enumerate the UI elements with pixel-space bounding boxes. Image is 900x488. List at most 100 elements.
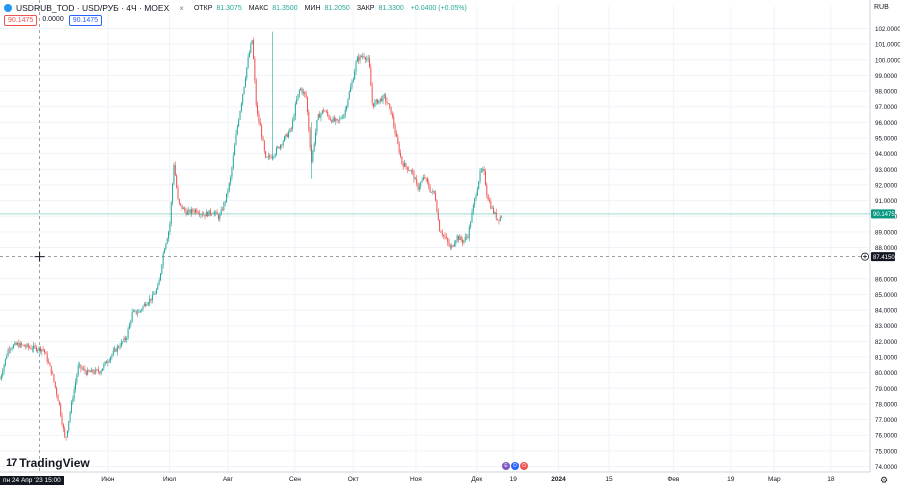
- candle-body: [139, 310, 141, 312]
- candle-body: [439, 219, 441, 232]
- dividend-marker-icon[interactable]: D: [520, 462, 528, 470]
- candle-body: [350, 87, 352, 92]
- candle-body: [270, 156, 272, 159]
- candle-body: [351, 82, 353, 88]
- candle-body: [217, 214, 219, 219]
- candle-body: [228, 182, 230, 192]
- candle-body: [441, 232, 443, 236]
- candle-body: [57, 394, 59, 401]
- candle-body: [238, 119, 240, 127]
- candle-body: [14, 342, 16, 345]
- candle-body: [269, 155, 271, 157]
- candle-body: [133, 310, 135, 313]
- candle-body: [471, 212, 473, 223]
- high-label: МАКС: [248, 4, 269, 12]
- candle-body: [499, 216, 501, 221]
- candle-body: [141, 309, 143, 311]
- y-tick-label: 99.0000: [875, 73, 898, 80]
- candle-body: [421, 180, 423, 183]
- candle-body: [316, 119, 318, 133]
- candle-body: [240, 103, 242, 111]
- candle-body: [159, 273, 161, 281]
- candle-body: [278, 146, 280, 149]
- candle-body: [487, 195, 489, 201]
- candle-body: [347, 99, 349, 107]
- candle-body: [177, 187, 179, 199]
- candle-body: [235, 133, 237, 146]
- candle-body: [456, 235, 458, 241]
- candle-body: [62, 424, 64, 429]
- candle-body: [39, 347, 41, 352]
- candle-body: [425, 178, 427, 179]
- candle-body: [348, 91, 350, 100]
- candle-body: [422, 177, 424, 181]
- x-tick-label: Мар: [768, 476, 781, 483]
- candle-body: [327, 112, 329, 116]
- candle-body: [363, 56, 365, 58]
- earnings-marker-icon[interactable]: E: [502, 462, 510, 470]
- gear-icon[interactable]: ⚙: [879, 475, 889, 485]
- candle-body: [352, 79, 354, 83]
- candle-body: [239, 110, 241, 120]
- x-tick-label: 19: [510, 476, 518, 483]
- candle-body: [45, 352, 47, 354]
- candle-body: [15, 342, 17, 345]
- candle-body: [37, 350, 39, 351]
- candle-body: [474, 198, 476, 205]
- candle-body: [354, 71, 356, 80]
- close-value: 81.3300: [378, 4, 404, 12]
- candle-body: [279, 144, 281, 149]
- x-tick-label: 19: [727, 476, 735, 483]
- currency-label[interactable]: RUB: [874, 4, 889, 11]
- symbol-title[interactable]: USDRUB_TOD · USD/РУБ · 4Ч · MOEX: [16, 3, 170, 13]
- candle-body: [300, 88, 302, 91]
- buy-price-box[interactable]: 90.1475: [68, 15, 103, 26]
- candle-body: [34, 345, 36, 347]
- candle-body: [362, 56, 364, 57]
- candle-body: [172, 183, 174, 203]
- candle-body: [381, 98, 383, 102]
- candle-body: [329, 118, 331, 121]
- candle-body: [378, 100, 380, 104]
- candle-body: [72, 399, 74, 403]
- candle-body: [296, 99, 298, 104]
- candle-body: [77, 365, 79, 375]
- candle-body: [293, 116, 295, 121]
- spread-value: 0.0000: [41, 15, 65, 26]
- candle-body: [85, 371, 87, 375]
- candle-body: [31, 349, 33, 350]
- candle-body: [317, 114, 319, 120]
- candle-body: [111, 354, 113, 358]
- candle-body: [387, 103, 389, 105]
- candle-body: [250, 44, 252, 53]
- candle-body: [479, 170, 481, 182]
- candle-body: [104, 361, 106, 365]
- candle-body: [130, 321, 132, 325]
- candle-body: [375, 99, 377, 102]
- y-tick-label: 101.0000: [875, 42, 900, 49]
- y-tick-label: 96.0000: [875, 120, 898, 127]
- candle-body: [49, 362, 51, 366]
- candle-body: [166, 238, 168, 244]
- candle-body: [88, 369, 90, 372]
- candle-body: [463, 240, 465, 243]
- tradingview-logo[interactable]: 17 TradingView: [6, 456, 90, 470]
- candle-body: [321, 110, 323, 114]
- candle-body: [146, 304, 148, 306]
- candle-body: [498, 219, 500, 221]
- candle-body: [453, 243, 455, 247]
- candle-body: [161, 265, 163, 274]
- close-icon[interactable]: ×: [179, 3, 184, 13]
- sell-price-box[interactable]: 90.1475: [4, 15, 38, 26]
- candle-body: [253, 40, 255, 59]
- candle-body: [333, 117, 335, 122]
- dividend-marker-icon[interactable]: D: [511, 462, 519, 470]
- candle-body: [27, 344, 29, 348]
- candle-body: [201, 214, 203, 215]
- candle-body: [18, 343, 20, 348]
- candle-body: [340, 118, 342, 119]
- candle-body: [494, 212, 496, 214]
- candle-body: [331, 120, 333, 123]
